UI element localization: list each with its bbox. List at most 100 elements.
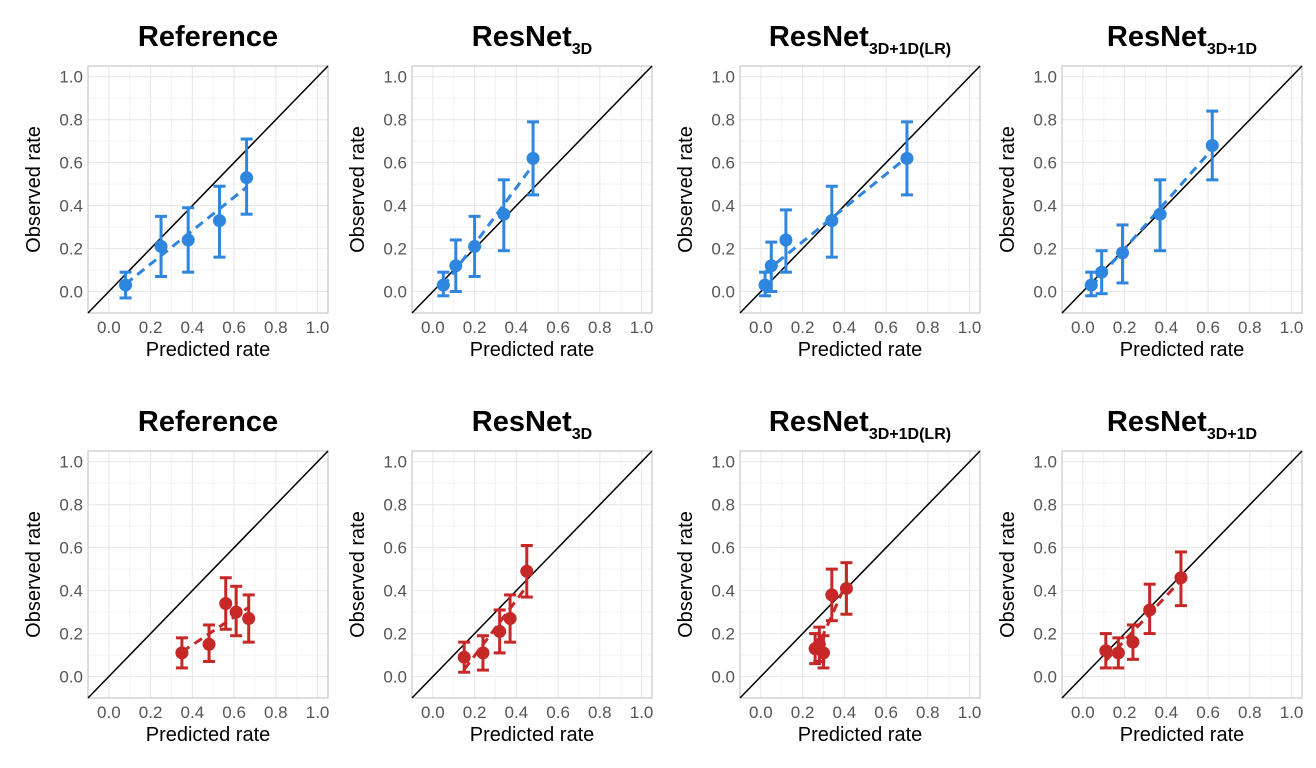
y-axis-label: Observed rate — [997, 511, 1019, 638]
y-tick-label: 1.0 — [1033, 68, 1057, 87]
plot-border — [87, 65, 329, 314]
y-axis-label: Observed rate — [23, 126, 45, 253]
data-point — [1116, 246, 1130, 260]
diagonal-line — [87, 450, 329, 699]
y-tick-label: 0.4 — [1033, 582, 1057, 601]
x-tick-label: 0.0 — [421, 318, 445, 337]
y-tick-label: 0.2 — [711, 625, 735, 644]
panel-title: ResNet3D+1D(LR) — [769, 406, 951, 443]
y-tick-label: 0.2 — [1033, 625, 1057, 644]
data-point — [1095, 265, 1109, 279]
y-axis-label: Observed rate — [23, 511, 45, 638]
calibration-panel-5: 0.0 0.2 0.4 0.6 0.8 1.0 0.0 0.2 0.4 0.6 0.8 1.0 Pred… — [23, 406, 329, 746]
panel-title: ResNet3D — [472, 406, 592, 443]
y-tick-label: 0.2 — [59, 240, 83, 259]
panel-title-main: ResNet — [1107, 21, 1207, 53]
data-point — [1143, 603, 1157, 617]
panel-title: Reference — [138, 21, 278, 53]
data-point — [240, 171, 254, 185]
y-tick-label: 1.0 — [59, 68, 83, 87]
panel-title-subscript: 3D+1D — [1207, 41, 1257, 58]
x-tick-label: 1.0 — [306, 703, 330, 722]
x-tick-label: 0.6 — [874, 703, 898, 722]
y-tick-label: 0.0 — [1033, 283, 1057, 302]
y-tick-label: 0.6 — [383, 154, 407, 173]
x-axis-label: Predicted rate — [146, 724, 271, 746]
y-tick-label: 0.4 — [1033, 197, 1057, 216]
data-point — [839, 581, 853, 595]
y-tick-label: 0.0 — [59, 668, 83, 687]
x-tick-label: 0.2 — [463, 318, 487, 337]
y-tick-label: 0.8 — [59, 111, 83, 130]
y-axis-label: Observed rate — [997, 126, 1019, 253]
y-tick-label: 0.8 — [711, 111, 735, 130]
x-tick-label: 0.0 — [421, 703, 445, 722]
data-point — [457, 650, 471, 664]
y-tick-label: 0.4 — [711, 582, 735, 601]
y-tick-label: 0.0 — [711, 668, 735, 687]
x-tick-label: 0.4 — [505, 703, 529, 722]
x-tick-label: 1.0 — [958, 318, 982, 337]
data-point — [449, 259, 463, 273]
calibration-panel-7: 0.0 0.2 0.4 0.6 0.8 1.0 0.0 0.2 0.4 0.6 0.8 1.0 Pred… — [675, 406, 981, 746]
calibration-panel-1: 0.0 0.2 0.4 0.6 0.8 1.0 0.0 0.2 0.4 0.6 0.8 1.0 Pred… — [23, 21, 329, 361]
x-tick-label: 0.2 — [139, 703, 163, 722]
x-tick-label: 0.8 — [1238, 703, 1262, 722]
x-tick-label: 0.4 — [505, 318, 529, 337]
y-tick-label: 0.4 — [383, 197, 407, 216]
plot-border — [87, 450, 329, 699]
data-point — [493, 624, 507, 638]
y-tick-label: 0.2 — [383, 625, 407, 644]
x-axis-label: Predicted rate — [146, 339, 271, 361]
trend-line-dashed — [442, 164, 535, 288]
y-tick-label: 0.8 — [1033, 111, 1057, 130]
y-tick-label: 0.8 — [59, 496, 83, 515]
x-axis-label: Predicted rate — [798, 339, 923, 361]
y-tick-label: 0.6 — [711, 154, 735, 173]
calibration-panel-4: 0.0 0.2 0.4 0.6 0.8 1.0 0.0 0.2 0.4 0.6 0.8 1.0 Pred… — [997, 21, 1303, 361]
calibration-panel-2: 0.0 0.2 0.4 0.6 0.8 1.0 0.0 0.2 0.4 0.6 0.8 1.0 Pred… — [347, 21, 653, 361]
y-tick-label: 1.0 — [59, 453, 83, 472]
y-tick-label: 0.4 — [711, 197, 735, 216]
x-tick-label: 0.8 — [264, 703, 288, 722]
panel-title: ResNet3D+1D — [1107, 406, 1257, 443]
panel-title-main: Reference — [138, 21, 278, 53]
x-tick-label: 0.2 — [1113, 703, 1137, 722]
x-tick-label: 0.4 — [181, 703, 205, 722]
y-tick-label: 0.0 — [383, 668, 407, 687]
panel-title: ResNet3D+1D(LR) — [769, 21, 951, 58]
x-tick-label: 1.0 — [1280, 703, 1304, 722]
x-tick-label: 0.0 — [97, 703, 121, 722]
panel-title: Reference — [138, 406, 278, 438]
calibration-panel-3: 0.0 0.2 0.4 0.6 0.8 1.0 0.0 0.2 0.4 0.6 0.8 1.0 Pred… — [675, 21, 981, 361]
data-point — [229, 605, 243, 619]
diagonal-line — [739, 450, 981, 699]
x-tick-label: 0.2 — [791, 318, 815, 337]
y-tick-label: 1.0 — [711, 453, 735, 472]
x-tick-label: 0.4 — [1155, 318, 1179, 337]
plot-border — [1061, 65, 1303, 314]
x-tick-label: 0.6 — [1196, 703, 1220, 722]
data-point — [1153, 207, 1167, 221]
data-point — [175, 646, 189, 660]
y-tick-label: 0.6 — [711, 539, 735, 558]
y-tick-label: 0.6 — [59, 154, 83, 173]
x-tick-label: 0.6 — [222, 318, 246, 337]
panel-title-subscript: 3D+1D — [1207, 426, 1257, 443]
x-tick-label: 1.0 — [630, 318, 654, 337]
data-point — [825, 214, 839, 228]
x-axis-label: Predicted rate — [1120, 339, 1245, 361]
x-tick-label: 1.0 — [630, 703, 654, 722]
panel-title-main: ResNet — [769, 406, 869, 438]
x-tick-label: 0.6 — [874, 318, 898, 337]
x-tick-label: 0.4 — [1155, 703, 1179, 722]
x-tick-label: 0.2 — [139, 318, 163, 337]
y-tick-label: 0.4 — [59, 197, 83, 216]
y-tick-label: 0.6 — [1033, 539, 1057, 558]
x-tick-label: 0.6 — [1196, 318, 1220, 337]
x-tick-label: 0.0 — [1071, 318, 1095, 337]
x-tick-label: 0.8 — [588, 703, 612, 722]
plot-border — [1061, 450, 1303, 699]
y-tick-label: 0.0 — [383, 283, 407, 302]
y-tick-label: 0.2 — [59, 625, 83, 644]
